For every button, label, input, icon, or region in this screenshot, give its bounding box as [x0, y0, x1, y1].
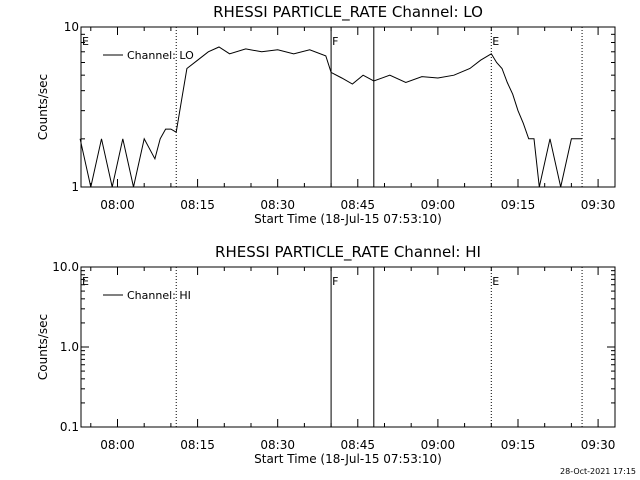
x-axis-label: Start Time (18-Jul-15 07:53:10)	[254, 212, 442, 226]
event-marker: E	[492, 275, 499, 288]
event-marker: E	[82, 35, 89, 48]
y-axis-label: Counts/sec	[36, 314, 50, 380]
y-tick-label: 10	[64, 20, 79, 34]
y-tick-label: 0.1	[60, 420, 79, 434]
x-tick-label: 09:15	[501, 198, 536, 212]
event-marker: F	[332, 275, 338, 288]
y-tick-label: 1.0	[60, 340, 79, 354]
y-tick-label: 1	[71, 180, 79, 194]
x-tick-label: 08:30	[260, 198, 295, 212]
x-tick-label: 08:15	[180, 198, 215, 212]
chart-title: RHESSI PARTICLE_RATE Channel: HI	[215, 243, 481, 262]
x-tick-label: 09:30	[581, 198, 616, 212]
x-tick-label: 08:15	[180, 438, 215, 452]
legend-entry: Channel: LO	[127, 49, 194, 62]
series-line	[79, 46, 583, 188]
x-tick-label: 08:00	[100, 438, 135, 452]
x-tick-label: 09:00	[421, 198, 456, 212]
chart-lo: RHESSI PARTICLE_RATE Channel: LO 08:00 08:…	[36, 3, 616, 226]
timestamp: 28-Oct-2021 17:15	[560, 467, 636, 476]
event-marker: F	[332, 35, 338, 48]
x-tick-label: 09:00	[421, 438, 456, 452]
x-tick-label: 08:00	[100, 198, 135, 212]
legend-entry: Channel: HI	[127, 289, 191, 302]
y-tick-label: 10.0	[52, 260, 79, 274]
x-tick-label: 08:45	[340, 198, 375, 212]
x-tick-label: 08:30	[260, 438, 295, 452]
event-marker: E	[492, 35, 499, 48]
x-tick-label: 09:15	[501, 438, 536, 452]
x-tick-label: 09:30	[581, 438, 616, 452]
chart-title: RHESSI PARTICLE_RATE Channel: LO	[213, 3, 483, 22]
x-tick-label: 08:45	[340, 438, 375, 452]
chart-hi: RHESSI PARTICLE_RATE Channel: HI 08:00 08:…	[36, 243, 616, 466]
x-axis-label: Start Time (18-Jul-15 07:53:10)	[254, 452, 442, 466]
y-axis-label: Counts/sec	[36, 74, 50, 140]
event-marker: E	[82, 275, 89, 288]
plot-frame	[80, 26, 616, 188]
